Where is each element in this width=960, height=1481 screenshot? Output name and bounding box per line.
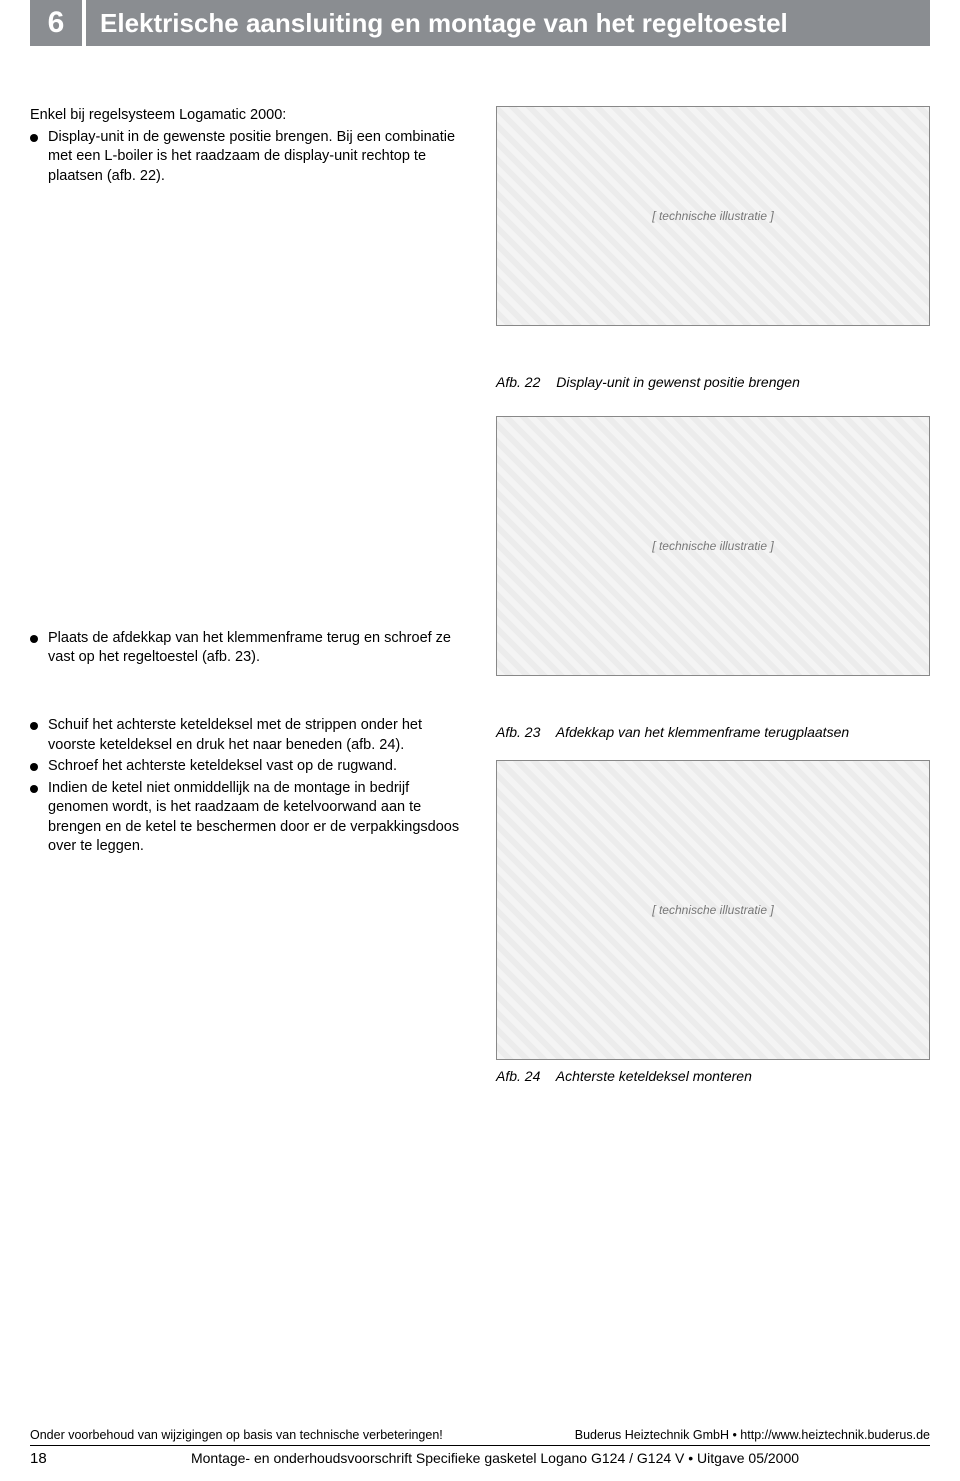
section1-lead: Enkel bij regelsysteem Logamatic 2000: <box>30 106 470 126</box>
chapter-number: 6 <box>30 0 82 46</box>
text-block-3: Schuif het achterste keteldeksel met de … <box>30 716 470 1084</box>
figure-label: Afb. 22 <box>496 374 540 390</box>
figure-caption-text: Display-unit in gewenst positie brengen <box>556 374 800 390</box>
chapter-title: Elektrische aansluiting en montage van h… <box>86 0 930 46</box>
figure-24-caption: Afb. 24 Achterste keteldeksel monteren <box>496 1068 930 1084</box>
bullet-item: Indien de ketel niet onmiddellijk na de … <box>30 779 470 857</box>
figure-22-caption: Afb. 22 Display-unit in gewenst positie … <box>496 374 930 390</box>
bullet-item: Plaats de afdekkap van het klemmenframe … <box>30 629 470 668</box>
figure-23-caption: Afb. 23 Afdekkap van het klemmenframe te… <box>496 724 930 740</box>
figure-label: Afb. 23 <box>496 724 540 740</box>
content-row-2: Plaats de afdekkap van het klemmenframe … <box>30 366 930 676</box>
text-block-1: Enkel bij regelsysteem Logamatic 2000: D… <box>30 106 470 326</box>
page-footer: Onder voorbehoud van wijzigingen op basi… <box>30 1428 930 1467</box>
figure-23-image: [ technische illustratie ] <box>496 416 930 676</box>
page-number: 18 <box>30 1450 60 1467</box>
figure-22-caption-and-23: Afb. 22 Display-unit in gewenst positie … <box>496 366 930 676</box>
figure-22-image: [ technische illustratie ] <box>496 106 930 326</box>
chapter-header: 6 Elektrische aansluiting en montage van… <box>30 0 930 46</box>
figure-caption-text: Afdekkap van het klemmenframe terugplaat… <box>556 724 849 740</box>
figure-23-caption-and-24: Afb. 23 Afdekkap van het klemmenframe te… <box>496 716 930 1084</box>
bullet-item: Schroef het achterste keteldeksel vast o… <box>30 757 470 777</box>
figure-24-image: [ technische illustratie ] <box>496 760 930 1060</box>
doc-title: Montage- en onderhoudsvoorschrift Specif… <box>60 1450 930 1466</box>
footer-company: Buderus Heiztechnik GmbH • http://www.he… <box>575 1428 930 1442</box>
bullet-item: Display-unit in de gewenste positie bren… <box>30 128 470 187</box>
content-row-3: Schuif het achterste keteldeksel met de … <box>30 716 930 1084</box>
figure-caption-text: Achterste keteldeksel monteren <box>556 1068 752 1084</box>
figure-label: Afb. 24 <box>496 1068 540 1084</box>
bullet-item: Schuif het achterste keteldeksel met de … <box>30 716 470 755</box>
footer-disclaimer: Onder voorbehoud van wijzigingen op basi… <box>30 1428 443 1442</box>
figure-22-col: [ technische illustratie ] <box>496 106 930 326</box>
text-block-2: Plaats de afdekkap van het klemmenframe … <box>30 366 470 676</box>
content-row-1: Enkel bij regelsysteem Logamatic 2000: D… <box>30 106 930 326</box>
